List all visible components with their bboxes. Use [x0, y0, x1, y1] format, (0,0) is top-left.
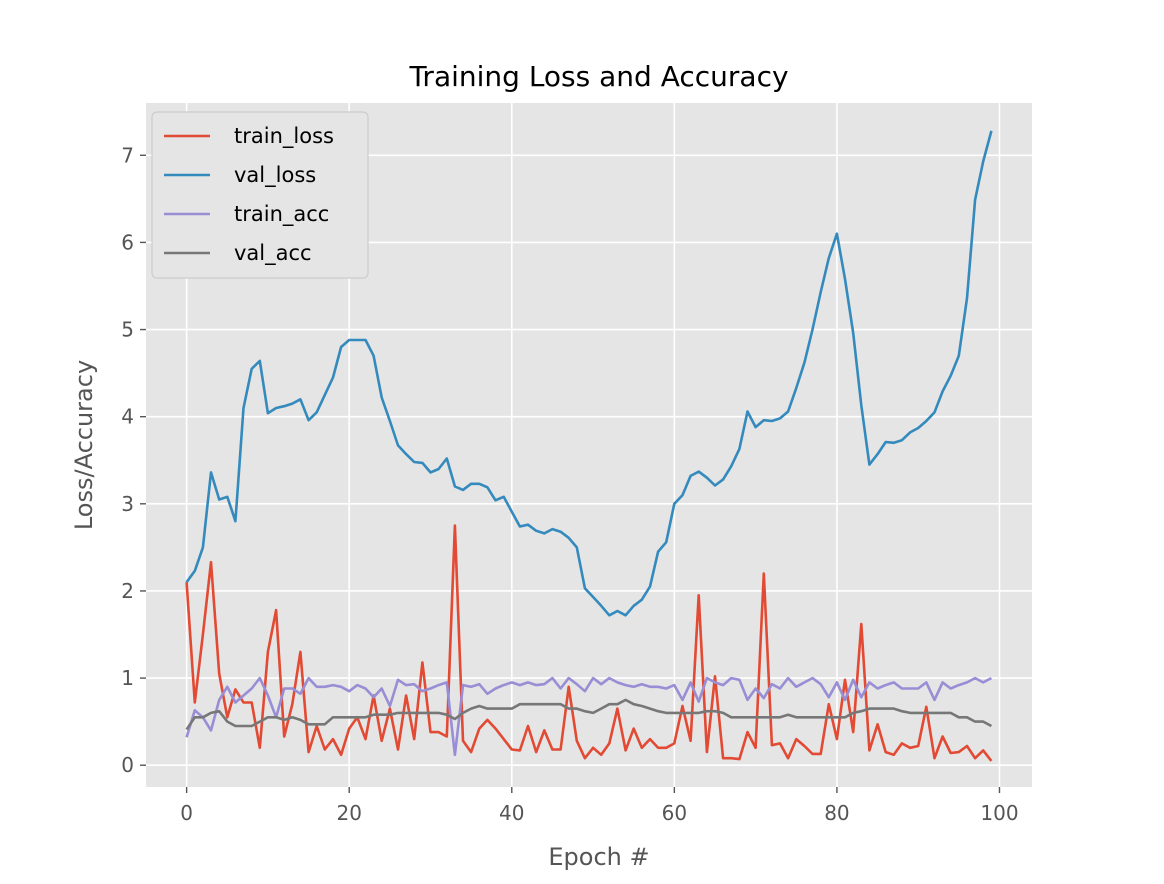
- y-tick-label: 4: [121, 405, 134, 429]
- x-ticks: 0 20 40 60 80 100: [180, 787, 1019, 825]
- x-tick-label: 60: [662, 801, 687, 825]
- series-line-val-loss: [185, 130, 993, 617]
- series-line-train-loss: [185, 524, 993, 762]
- x-tick-label: 100: [980, 801, 1018, 825]
- y-tick-label: 0: [121, 753, 134, 777]
- x-tick-label: 40: [499, 801, 524, 825]
- legend-label: val_loss: [234, 163, 316, 188]
- x-tick-label: 0: [180, 801, 193, 825]
- y-tick-label: 3: [121, 492, 134, 516]
- y-tick-label: 5: [121, 318, 134, 342]
- series-line-val-acc: [185, 698, 993, 731]
- y-tick-label: 2: [121, 579, 134, 603]
- legend-label: val_acc: [234, 241, 312, 266]
- x-tick-label: 20: [336, 801, 361, 825]
- series-lines: [185, 130, 993, 762]
- grid: [146, 103, 1032, 787]
- legend-label: train_acc: [234, 202, 329, 227]
- legend: train_loss val_loss train_acc val_acc: [151, 111, 369, 279]
- y-ticks: 0 1 2 3 4 5 6 7: [121, 143, 146, 777]
- y-tick-label: 6: [121, 230, 134, 254]
- y-tick-label: 7: [121, 143, 134, 167]
- legend-label: train_loss: [234, 124, 334, 149]
- chart-title: Training Loss and Accuracy: [408, 60, 788, 93]
- x-tick-label: 80: [824, 801, 849, 825]
- legend-box: [151, 111, 369, 279]
- y-axis-label: Loss/Accuracy: [70, 360, 98, 530]
- series-line-train-acc: [185, 676, 993, 757]
- x-axis-label: Epoch #: [548, 843, 649, 871]
- y-tick-label: 1: [121, 666, 134, 690]
